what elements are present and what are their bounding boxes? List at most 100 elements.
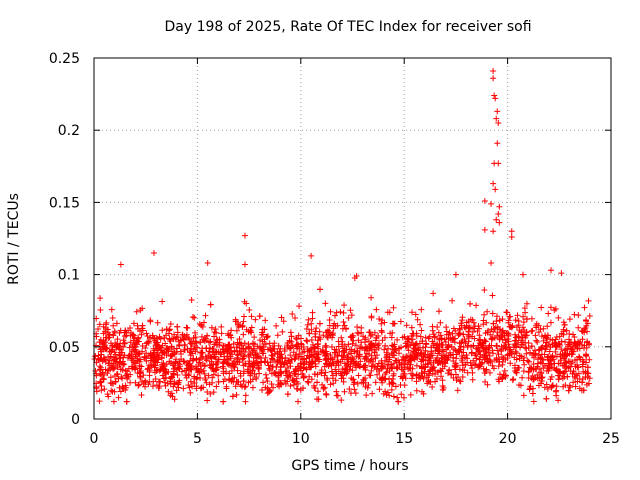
- roti-point: [583, 359, 590, 366]
- roti-point: [223, 385, 230, 392]
- roti-point: [251, 334, 258, 341]
- roti-point: [335, 359, 342, 366]
- roti-point: [180, 358, 187, 365]
- roti-point: [532, 350, 539, 357]
- roti-point: [132, 343, 139, 350]
- roti-point: [476, 356, 483, 363]
- roti-point: [528, 343, 535, 350]
- roti-point: [204, 260, 211, 267]
- roti-point: [143, 330, 150, 337]
- roti-point: [326, 317, 333, 324]
- roti-point: [241, 384, 248, 391]
- roti-point: [545, 310, 552, 317]
- roti-point: [552, 336, 559, 343]
- roti-point: [124, 375, 131, 382]
- roti-point: [231, 374, 238, 381]
- roti-point: [321, 384, 328, 391]
- roti-point: [445, 344, 452, 351]
- roti-point: [147, 357, 154, 364]
- roti-point: [309, 358, 316, 365]
- roti-point: [274, 359, 281, 366]
- roti-point: [382, 375, 389, 382]
- roti-point: [297, 365, 304, 372]
- roti-point: [159, 363, 166, 370]
- roti-point: [162, 340, 169, 347]
- roti-point: [558, 270, 565, 277]
- roti-point: [427, 378, 434, 385]
- roti-point: [155, 356, 162, 363]
- x-axis-label: GPS time / hours: [291, 458, 408, 474]
- roti-point: [580, 387, 587, 394]
- roti-point: [134, 322, 141, 329]
- roti-point: [405, 347, 412, 354]
- roti-point: [207, 301, 214, 308]
- roti-point: [178, 337, 185, 344]
- roti-point: [127, 379, 134, 386]
- roti-point: [271, 370, 278, 377]
- roti-point: [419, 365, 426, 372]
- roti-point: [299, 356, 306, 363]
- roti-point: [521, 331, 528, 338]
- roti-point: [543, 395, 550, 402]
- roti-point: [235, 352, 242, 359]
- roti-point: [178, 368, 185, 375]
- roti-point: [277, 369, 284, 376]
- roti-point: [342, 368, 349, 375]
- roti-point: [493, 342, 500, 349]
- roti-point: [191, 373, 198, 380]
- roti-point: [470, 342, 477, 349]
- roti-point: [546, 348, 553, 355]
- roti-point: [277, 345, 284, 352]
- roti-point: [413, 372, 420, 379]
- roti-point: [520, 357, 527, 364]
- roti-point: [529, 327, 536, 334]
- roti-point: [109, 314, 116, 321]
- roti-point: [189, 314, 196, 321]
- roti-point: [448, 371, 455, 378]
- roti-point: [407, 352, 414, 359]
- roti-point: [514, 312, 521, 319]
- roti-point: [378, 320, 385, 327]
- roti-point: [420, 390, 427, 397]
- roti-point: [205, 372, 212, 379]
- roti-point: [293, 351, 300, 358]
- roti-point: [334, 352, 341, 359]
- roti-point: [460, 331, 467, 338]
- roti-point: [245, 379, 252, 386]
- roti-point: [184, 325, 191, 332]
- roti-point: [364, 384, 371, 391]
- roti-point: [139, 305, 146, 312]
- roti-point: [240, 345, 247, 352]
- roti-point: [202, 312, 209, 319]
- roti-point: [332, 366, 339, 373]
- roti-point: [513, 350, 520, 357]
- roti-point: [564, 342, 571, 349]
- roti-point: [284, 372, 291, 379]
- roti-point: [490, 365, 497, 372]
- roti-point: [266, 367, 273, 374]
- roti-point: [138, 391, 145, 398]
- roti-point: [99, 369, 106, 376]
- roti-point: [579, 328, 586, 335]
- roti-point: [103, 319, 110, 326]
- roti-point: [264, 333, 271, 340]
- roti-point: [101, 354, 108, 361]
- roti-point: [152, 375, 159, 382]
- roti-point: [371, 349, 378, 356]
- roti-point: [209, 379, 216, 386]
- roti-point: [312, 333, 319, 340]
- roti-point: [190, 335, 197, 342]
- roti-point: [245, 353, 252, 360]
- roti-point: [102, 366, 109, 373]
- roti-point: [552, 388, 559, 395]
- roti-point: [124, 354, 131, 361]
- roti-point: [534, 360, 541, 367]
- roti-point: [240, 368, 247, 375]
- roti-point: [582, 317, 589, 324]
- roti-point: [344, 356, 351, 363]
- roti-point: [315, 351, 322, 358]
- roti-point: [490, 67, 497, 74]
- roti-point: [538, 370, 545, 377]
- roti-point: [137, 373, 144, 380]
- roti-point: [173, 387, 180, 394]
